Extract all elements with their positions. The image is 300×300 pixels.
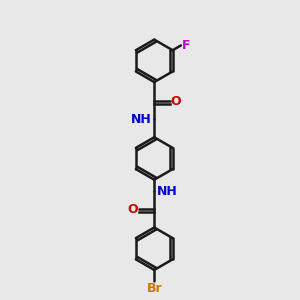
Text: Br: Br xyxy=(146,282,162,295)
Text: NH: NH xyxy=(131,113,152,126)
Text: F: F xyxy=(182,39,190,52)
Text: NH: NH xyxy=(157,185,178,198)
Text: O: O xyxy=(127,203,138,216)
Text: O: O xyxy=(171,95,181,108)
